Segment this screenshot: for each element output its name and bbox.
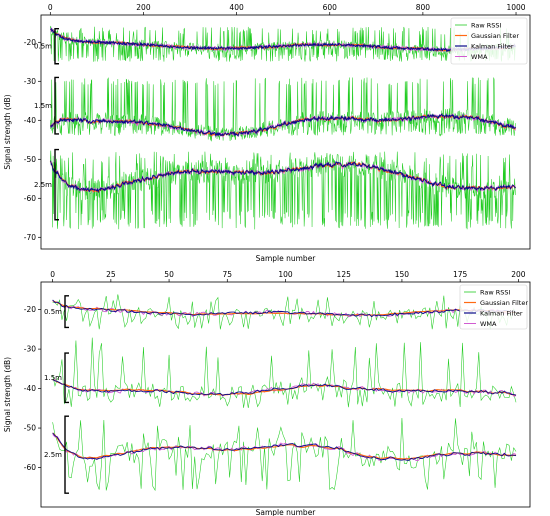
- chart-top: 0 200 400 600 800 1000 -20 -30 -40 -50 -60 -70 Sampl…: [3, 3, 531, 263]
- y-axis-title: Signal strength (dB): [3, 94, 12, 169]
- chart-bottom: 0 25 50 75 100 125 150 175 200 -20 -30 -40 -50 -60 Sam…: [3, 270, 531, 516]
- y-tick-label: -40: [24, 116, 36, 125]
- legend-label: Kalman Filter: [480, 309, 523, 317]
- x-tick-label: 50: [164, 270, 174, 279]
- plot-frame: [40, 281, 531, 508]
- plot-area: [49, 25, 517, 230]
- x-tick-label: 200: [136, 3, 151, 12]
- y-tick-label: -60: [24, 463, 36, 472]
- distance-bracket: [64, 352, 69, 404]
- x-tick-label: 75: [223, 270, 233, 279]
- y-tick-label: -30: [24, 345, 36, 354]
- legend-box: [459, 284, 528, 330]
- legend-label: Raw RSSI: [471, 21, 502, 29]
- legend-box: [450, 17, 528, 65]
- series-raw-rssi-1.5m: [50, 77, 516, 142]
- series-kalman-1.5m: [50, 112, 516, 137]
- distance-bracket: [54, 148, 59, 221]
- x-tick-label: 0: [50, 270, 55, 279]
- x-axis-title: Sample number: [256, 508, 317, 516]
- series-kalman-2.5m: [52, 432, 517, 461]
- plot-area: [52, 294, 517, 492]
- legend-label: WMA: [480, 320, 497, 328]
- y-axis-title: Signal strength (dB): [3, 357, 12, 432]
- y-tick-label: -20: [24, 38, 36, 47]
- distance-label: 1.5m: [34, 102, 52, 110]
- distance-label: 2.5m: [34, 181, 52, 189]
- distance-bracket: [64, 415, 69, 494]
- y-tick-label: -70: [24, 233, 36, 242]
- legend-label: Raw RSSI: [480, 288, 511, 296]
- series-raw-rssi-2.5m: [50, 150, 516, 230]
- series-raw-rssi-2.5m: [52, 418, 517, 492]
- legend-label: Kalman Filter: [471, 42, 514, 50]
- y-tick-label: -60: [24, 194, 36, 203]
- x-tick-label: 600: [323, 3, 338, 12]
- x-tick-label: 0: [48, 3, 53, 12]
- y-tick-label: -40: [24, 384, 36, 393]
- x-tick-label: 175: [453, 270, 468, 279]
- x-tick-label: 800: [416, 3, 431, 12]
- y-tick-label: -30: [24, 77, 36, 86]
- x-tick-label: 25: [106, 270, 116, 279]
- distance-bracket: [64, 295, 69, 329]
- y-tick-label: -50: [24, 424, 36, 433]
- y-tick-label: -50: [24, 155, 36, 164]
- series-kalman-0.5m: [50, 27, 516, 53]
- series-kalman-2.5m: [50, 160, 516, 194]
- legend-label: WMA: [471, 53, 488, 61]
- series-kalman-1.5m: [52, 379, 517, 396]
- distance-label: 0.5m: [34, 43, 52, 51]
- x-tick-label: 125: [337, 270, 352, 279]
- series-gaussian-0.5m: [52, 300, 517, 316]
- distance-label: 0.5m: [44, 308, 62, 316]
- x-tick-label: 1000: [506, 3, 525, 12]
- legend-label: Gaussian Filter: [471, 32, 519, 40]
- series-raw-rssi-1.5m: [52, 337, 517, 409]
- x-tick-label: 150: [395, 270, 410, 279]
- x-tick-label: 200: [511, 270, 526, 279]
- y-tick-label: -20: [24, 305, 36, 314]
- distance-bracket: [54, 76, 59, 135]
- x-tick-label: 100: [278, 270, 293, 279]
- distance-label: 2.5m: [44, 451, 62, 459]
- x-axis-title: Sample number: [256, 254, 317, 263]
- distance-label: 1.5m: [44, 374, 62, 382]
- series-kalman-0.5m: [52, 299, 517, 318]
- distance-bracket: [54, 27, 59, 65]
- legend-label: Gaussian Filter: [480, 299, 528, 307]
- x-tick-label: 400: [229, 3, 244, 12]
